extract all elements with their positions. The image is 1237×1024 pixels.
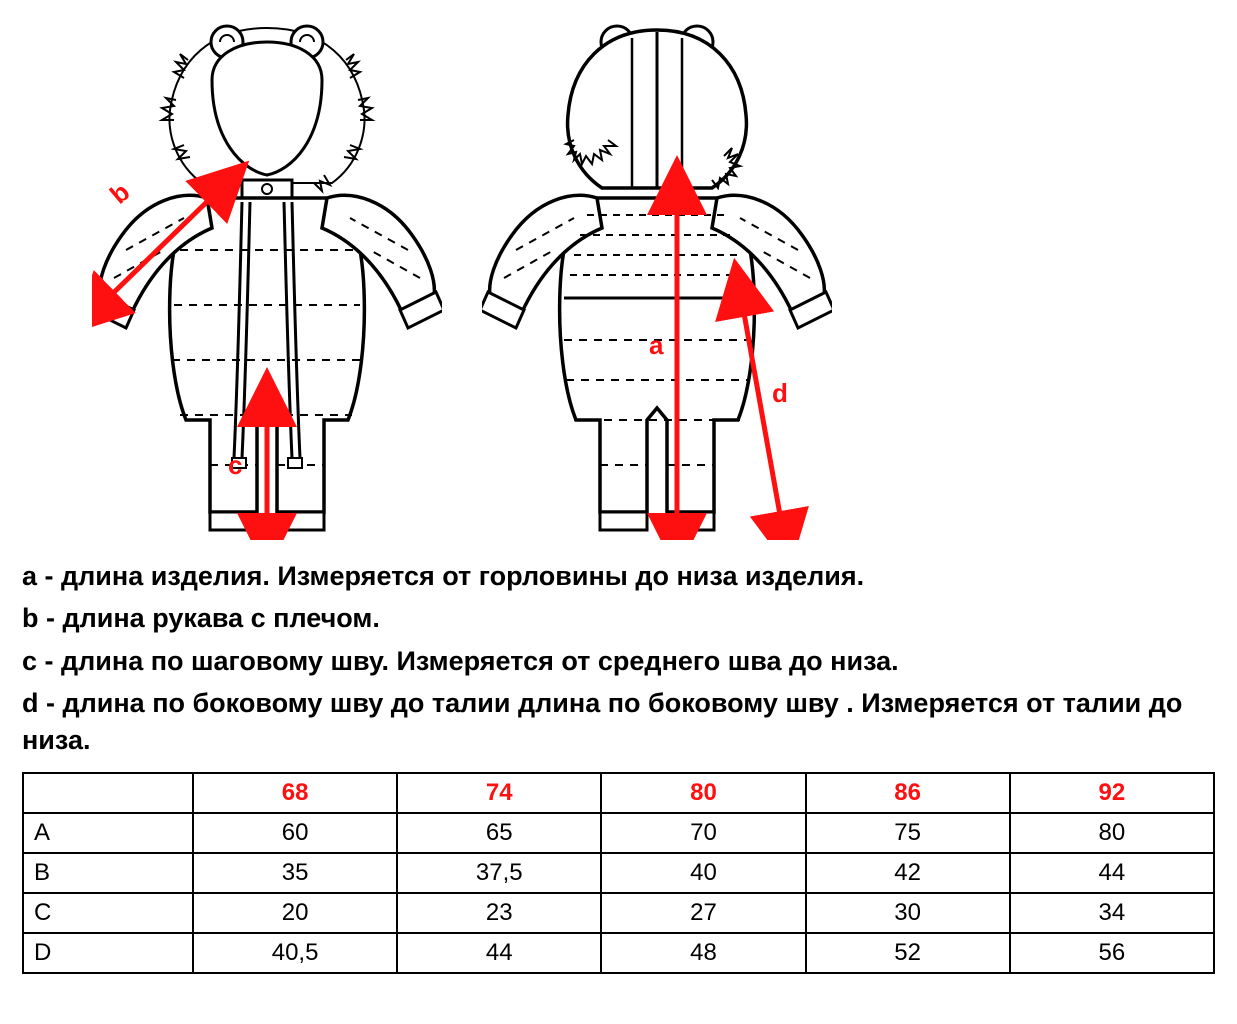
snowsuit-front-svg xyxy=(92,20,442,540)
desc-c: c - длина по шаговому шву. Измеряется от… xyxy=(22,643,1215,679)
row-label-a: A xyxy=(23,813,193,853)
cell: 35 xyxy=(193,853,397,893)
size-header-92: 92 xyxy=(1010,773,1214,813)
table-row: A 60 65 70 75 80 xyxy=(23,813,1214,853)
desc-b: b - длина рукава с плечом. xyxy=(22,600,1215,636)
cell: 40,5 xyxy=(193,933,397,973)
row-label-b: B xyxy=(23,853,193,893)
desc-a: a - длина изделия. Измеряется от горлови… xyxy=(22,558,1215,594)
cell: 20 xyxy=(193,893,397,933)
cell: 23 xyxy=(397,893,601,933)
cell: 60 xyxy=(193,813,397,853)
snowsuit-back-svg xyxy=(482,20,832,540)
arrow-label-d: d xyxy=(772,378,788,409)
cell: 34 xyxy=(1010,893,1214,933)
diagram-row: b c xyxy=(22,20,1215,540)
size-header-80: 80 xyxy=(601,773,805,813)
cell: 40 xyxy=(601,853,805,893)
table-row: C 20 23 27 30 34 xyxy=(23,893,1214,933)
arrow-label-a: a xyxy=(649,330,663,361)
cell: 65 xyxy=(397,813,601,853)
cell: 75 xyxy=(806,813,1010,853)
row-label-d: D xyxy=(23,933,193,973)
diagram-back: a d xyxy=(482,20,832,540)
table-row: B 35 37,5 40 42 44 xyxy=(23,853,1214,893)
cell: 52 xyxy=(806,933,1010,973)
arrow-label-c: c xyxy=(228,450,242,481)
measurement-descriptions: a - длина изделия. Измеряется от горлови… xyxy=(22,558,1215,758)
cell: 80 xyxy=(1010,813,1214,853)
table-row: D 40,5 44 48 52 56 xyxy=(23,933,1214,973)
size-header-86: 86 xyxy=(806,773,1010,813)
desc-d: d - длина по боковому шву до талии длина… xyxy=(22,685,1215,758)
row-label-c: C xyxy=(23,893,193,933)
size-table: 68 74 80 86 92 A 60 65 70 75 80 B 35 37,… xyxy=(22,772,1215,974)
cell: 44 xyxy=(1010,853,1214,893)
cell: 37,5 xyxy=(397,853,601,893)
size-header-74: 74 xyxy=(397,773,601,813)
size-header-68: 68 xyxy=(193,773,397,813)
cell: 56 xyxy=(1010,933,1214,973)
diagram-front: b c xyxy=(92,20,442,540)
cell: 48 xyxy=(601,933,805,973)
size-header-blank xyxy=(23,773,193,813)
cell: 30 xyxy=(806,893,1010,933)
cell: 42 xyxy=(806,853,1010,893)
cell: 70 xyxy=(601,813,805,853)
size-header-row: 68 74 80 86 92 xyxy=(23,773,1214,813)
cell: 27 xyxy=(601,893,805,933)
cell: 44 xyxy=(397,933,601,973)
